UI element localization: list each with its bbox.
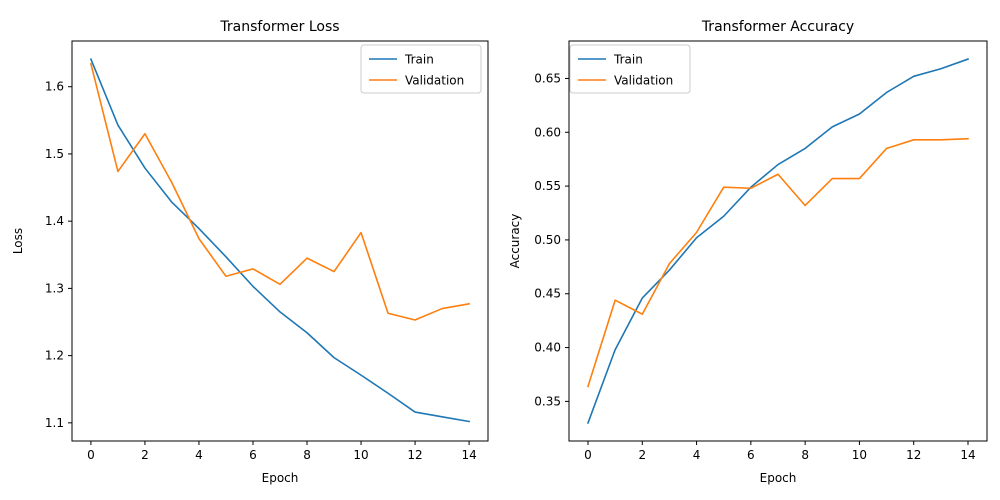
accuracy-y-tick-label: 0.65	[534, 71, 561, 85]
loss-y-tick-label: 1.2	[45, 349, 64, 363]
accuracy-y-axis-label: Accuracy	[508, 214, 522, 269]
loss-y-tick-label: 1.5	[45, 147, 64, 161]
loss-legend-label-train: Train	[404, 53, 434, 67]
loss-chart-title: Transformer Loss	[219, 19, 339, 35]
accuracy-y-tick-label: 0.60	[534, 125, 561, 139]
loss-x-tick-label: 12	[407, 448, 422, 462]
loss-y-tick-label: 1.1	[45, 416, 64, 430]
loss-y-tick-label: 1.4	[45, 214, 64, 228]
loss-x-tick-label: 10	[353, 448, 368, 462]
loss-x-tick-label: 2	[141, 448, 149, 462]
accuracy-x-tick-label: 6	[747, 448, 755, 462]
loss-x-tick-label: 6	[249, 448, 257, 462]
accuracy-legend-label-train: Train	[613, 53, 643, 67]
loss-x-tick-label: 14	[461, 448, 476, 462]
accuracy-x-axis-label: Epoch	[760, 471, 797, 485]
accuracy-y-tick-label: 0.50	[534, 233, 561, 247]
accuracy-x-tick-label: 14	[960, 448, 975, 462]
loss-x-tick-label: 4	[195, 448, 203, 462]
accuracy-x-tick-label: 8	[801, 448, 809, 462]
loss-chart: 0 2 4 6 8 10 12 14 1.1 1.2 1.3 1.4 1.5 1.6 Transformer…	[11, 19, 489, 485]
loss-y-tick-label: 1.3	[45, 281, 64, 295]
accuracy-y-tick-label: 0.45	[534, 287, 561, 301]
loss-y-axis-label: Loss	[11, 228, 25, 254]
accuracy-legend-label-validation: Validation	[614, 74, 673, 88]
accuracy-legend: Train Validation	[569, 44, 691, 94]
accuracy-y-tick-label: 0.35	[534, 394, 561, 408]
loss-y-tick-label: 1.6	[45, 80, 64, 94]
accuracy-y-tick-label: 0.55	[534, 179, 561, 193]
accuracy-x-tick-label: 4	[693, 448, 701, 462]
accuracy-series-validation-line	[586, 137, 969, 388]
accuracy-x-tick-label: 2	[638, 448, 646, 462]
loss-legend-box	[360, 44, 482, 94]
accuracy-x-tick-label: 0	[584, 448, 592, 462]
accuracy-x-tick-label: 12	[906, 448, 921, 462]
loss-x-tick-label: 0	[87, 448, 95, 462]
loss-series-train-line	[89, 58, 471, 423]
loss-x-tick-label: 8	[303, 448, 311, 462]
accuracy-axes-frame	[568, 40, 988, 442]
loss-x-axis-label: Epoch	[262, 471, 299, 485]
loss-axes-frame	[71, 40, 489, 442]
loss-legend-label-validation: Validation	[405, 74, 464, 88]
accuracy-y-tick-label: 0.40	[534, 341, 561, 355]
accuracy-chart-title: Transformer Accuracy	[701, 19, 854, 35]
loss-series-validation-line	[89, 62, 471, 321]
accuracy-x-tick-label: 10	[852, 448, 867, 462]
accuracy-legend-box	[569, 44, 691, 94]
loss-legend: Train Validation	[360, 44, 482, 94]
accuracy-chart: 0 2 4 6 8 10 12 14 0.35 0.40 0.45 0.50 0.55 0.60 0.65 T…	[508, 19, 988, 485]
accuracy-series-train-line	[586, 58, 970, 424]
